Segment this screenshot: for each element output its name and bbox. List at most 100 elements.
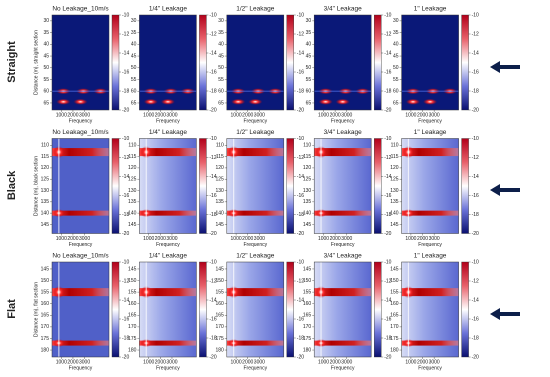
red-band: [226, 210, 284, 216]
colorbar-tick-label: -10: [122, 136, 129, 142]
y-tick-label: 150: [41, 278, 50, 284]
colorbar-tick-label: -10: [297, 259, 304, 265]
x-tick-label: 3000: [166, 359, 177, 365]
y-tick-label: 145: [390, 222, 399, 228]
x-tick-label: 2000: [242, 236, 253, 242]
y-tick-label: 160: [303, 301, 312, 307]
panel-title: 3/4" Leakage: [324, 129, 362, 136]
x-tick-label: 3000: [341, 359, 352, 365]
y-tick-label: 130: [303, 188, 312, 194]
vertical-streak: [145, 262, 147, 357]
x-tick-label: 3000: [166, 236, 177, 242]
colorbar: [286, 138, 294, 234]
y-tick-label: 125: [41, 177, 50, 183]
hot-spot: [231, 98, 246, 105]
x-axis-label: Frequency: [418, 365, 442, 371]
y-tick-label: 35: [218, 30, 224, 36]
colorbar: [461, 14, 469, 111]
y-tick-label: 170: [215, 324, 224, 330]
colorbar-tick-label: -10: [209, 136, 216, 142]
red-band: [139, 148, 197, 157]
y-tick-label: 135: [215, 199, 224, 205]
y-tick-label: 40: [393, 42, 399, 48]
x-axis-label: Frequency: [69, 365, 93, 371]
y-tick-label: 135: [128, 199, 137, 205]
y-tick-label: 30: [131, 18, 137, 24]
y-tick-label: 55: [393, 77, 399, 83]
row-label: Flat: [6, 299, 18, 319]
panel-title: 1/4" Leakage: [149, 6, 187, 13]
vertical-streak: [233, 138, 235, 234]
x-axis-label: Frequency: [243, 365, 267, 371]
y-tick-label: 55: [306, 77, 312, 83]
heatmap-image: [226, 138, 285, 234]
hot-spot: [248, 98, 263, 105]
y-tick-label: 155: [390, 289, 399, 295]
colorbar-tick-label: -16: [297, 316, 304, 322]
colorbar: [199, 138, 207, 234]
y-tick-label: 40: [131, 42, 137, 48]
frame: [226, 14, 285, 111]
colorbar-tick-label: -10: [472, 259, 479, 265]
y-tick-label: 175: [390, 336, 399, 342]
y-tick-label: 130: [215, 188, 224, 194]
colorbar-tick-label: -20: [384, 354, 391, 360]
red-band: [139, 340, 197, 346]
heatmap-bg: [314, 15, 372, 110]
y-tick-label: 30: [43, 18, 49, 24]
colorbar-tick-label: -16: [384, 69, 391, 75]
y-tick-label: 40: [43, 42, 49, 48]
y-tick-label: 45: [393, 53, 399, 59]
colorbar-tick-label: -10: [122, 12, 129, 18]
x-tick-label: 1000: [143, 236, 154, 242]
frame: [139, 14, 197, 111]
colorbar-tick-label: -12: [297, 31, 304, 37]
y-tick-label: 155: [303, 289, 312, 295]
x-tick-label: 2000: [417, 236, 428, 242]
colorbar-tick-label: -16: [472, 316, 479, 322]
y-tick-label: 115: [41, 154, 49, 160]
heatmap-image: [139, 14, 197, 111]
colorbar-tick-label: -16: [297, 193, 304, 199]
colorbar: [461, 261, 469, 358]
y-tick-label: 155: [215, 289, 224, 295]
colorbar-tick-label: -16: [209, 69, 216, 75]
red-band: [226, 340, 284, 346]
y-tick-label: 150: [303, 278, 312, 284]
colorbar: [199, 14, 207, 111]
colorbar-tick-label: -16: [297, 69, 304, 75]
y-tick-label: 110: [391, 143, 399, 149]
x-tick-label: 2000: [155, 359, 166, 365]
x-axis-label: Frequency: [243, 242, 267, 248]
x-tick-label: 1000: [231, 236, 242, 242]
frame: [139, 261, 197, 358]
y-tick-label: 125: [390, 177, 399, 183]
y-tick-label: 50: [131, 65, 137, 71]
colorbar-tick-label: -12: [472, 31, 479, 37]
frame: [401, 14, 459, 111]
red-band: [314, 148, 372, 157]
y-tick-label: 135: [390, 199, 399, 205]
heatmap-bg: [226, 15, 284, 110]
y-tick-label: 170: [128, 324, 137, 330]
y-tick-label: 50: [218, 65, 224, 71]
vertical-streak: [58, 138, 60, 234]
arrows: [490, 61, 520, 320]
x-tick-label: 3000: [429, 112, 440, 118]
y-tick-label: 125: [303, 177, 312, 183]
y-tick-label: 145: [215, 222, 224, 228]
x-tick-label: 1000: [405, 359, 416, 365]
colorbar-tick-label: -16: [209, 193, 216, 199]
y-tick-label: 140: [41, 210, 50, 216]
colorbar-tick-label: -10: [122, 259, 129, 265]
x-tick-label: 3000: [79, 359, 90, 365]
y-tick-label: 55: [43, 77, 49, 83]
y-tick-label: 135: [41, 199, 50, 205]
x-axis-label: Frequency: [331, 118, 355, 124]
y-tick-label: 180: [303, 347, 312, 353]
colorbar: [111, 261, 120, 358]
hot-spot: [160, 98, 175, 105]
colorbar-tick-label: -20: [297, 107, 304, 113]
y-tick-label: 155: [128, 289, 137, 295]
y-tick-label: 165: [303, 313, 312, 319]
